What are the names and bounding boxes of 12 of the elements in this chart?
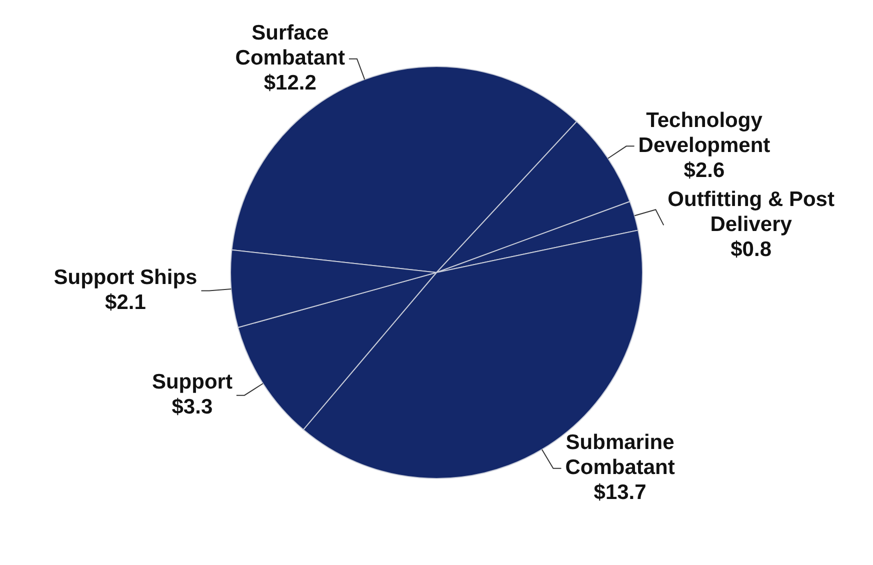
slice-label: Technology Development — [638, 108, 770, 157]
data-label: $3.3 — [172, 396, 213, 419]
data-label: $2.6 — [684, 158, 725, 182]
slice-label: Surface Combatant — [235, 22, 345, 70]
data-label: $0.8 — [730, 238, 772, 261]
data-label: $13.7 — [594, 481, 646, 504]
slice-label: Support Ships — [54, 266, 198, 290]
slice-label: Outfitting & Post Delivery — [668, 188, 834, 236]
data-label: $2.1 — [105, 291, 146, 314]
slice-label: Submarine Combatant — [565, 431, 675, 480]
data-label: $12.2 — [264, 72, 316, 95]
slice-label: Support — [152, 370, 232, 394]
